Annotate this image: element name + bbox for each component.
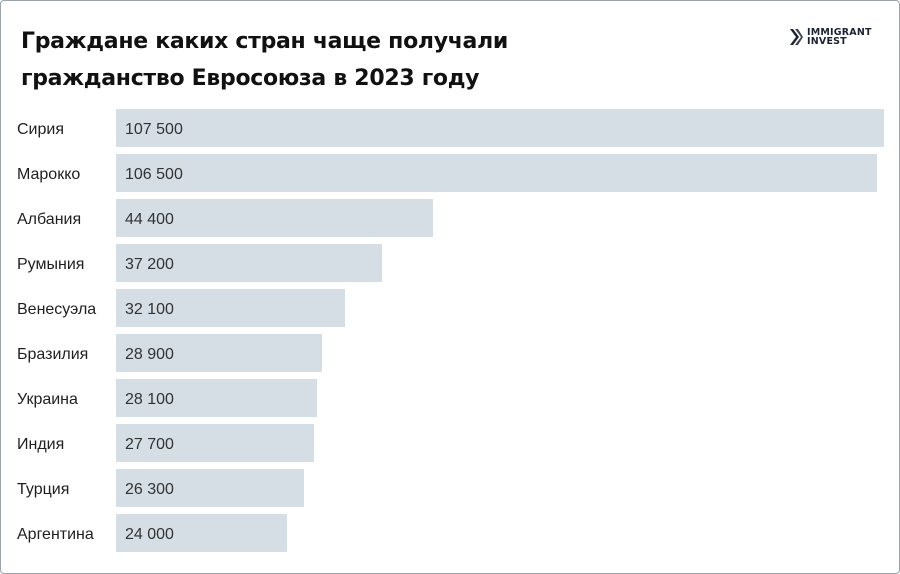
category-label: Марокко xyxy=(17,166,80,183)
brand-logo: IMMIGRANT INVEST xyxy=(789,28,872,46)
bar xyxy=(116,154,877,192)
value-label: 106 500 xyxy=(125,166,183,183)
bar xyxy=(116,334,322,372)
value-label: 26 300 xyxy=(125,481,174,498)
category-label: Украина xyxy=(17,391,78,408)
value-label: 37 200 xyxy=(125,256,174,273)
category-label: Румыния xyxy=(17,256,84,273)
category-label: Бразилия xyxy=(17,346,88,363)
bar xyxy=(116,514,287,552)
logo-chevron-icon xyxy=(790,29,803,45)
category-label: Аргентина xyxy=(17,526,94,543)
category-label: Индия xyxy=(17,436,64,453)
bar xyxy=(116,109,884,147)
logo-line-2: INVEST xyxy=(807,36,847,47)
bar xyxy=(116,424,314,462)
bar xyxy=(116,379,317,417)
value-label: 44 400 xyxy=(125,211,174,228)
category-label: Турция xyxy=(17,481,69,498)
value-label: 32 100 xyxy=(125,301,174,318)
logo-line-1: IMMIGRANT xyxy=(807,27,872,38)
value-label: 28 900 xyxy=(125,346,174,363)
bar xyxy=(116,289,345,327)
bar xyxy=(116,244,382,282)
logo-wordmark: IMMIGRANT INVEST xyxy=(807,27,872,47)
category-label: Албания xyxy=(17,211,81,228)
value-label: 28 100 xyxy=(125,391,174,408)
value-label: 107 500 xyxy=(125,121,183,138)
value-label: 27 700 xyxy=(125,436,174,453)
bar xyxy=(116,199,433,237)
category-label: Венесуэла xyxy=(17,301,96,318)
chart-title: Граждане каких стран чаще получали гражд… xyxy=(21,29,509,91)
category-label: Сирия xyxy=(17,121,64,138)
value-label: 24 000 xyxy=(125,526,174,543)
bar xyxy=(116,469,304,507)
